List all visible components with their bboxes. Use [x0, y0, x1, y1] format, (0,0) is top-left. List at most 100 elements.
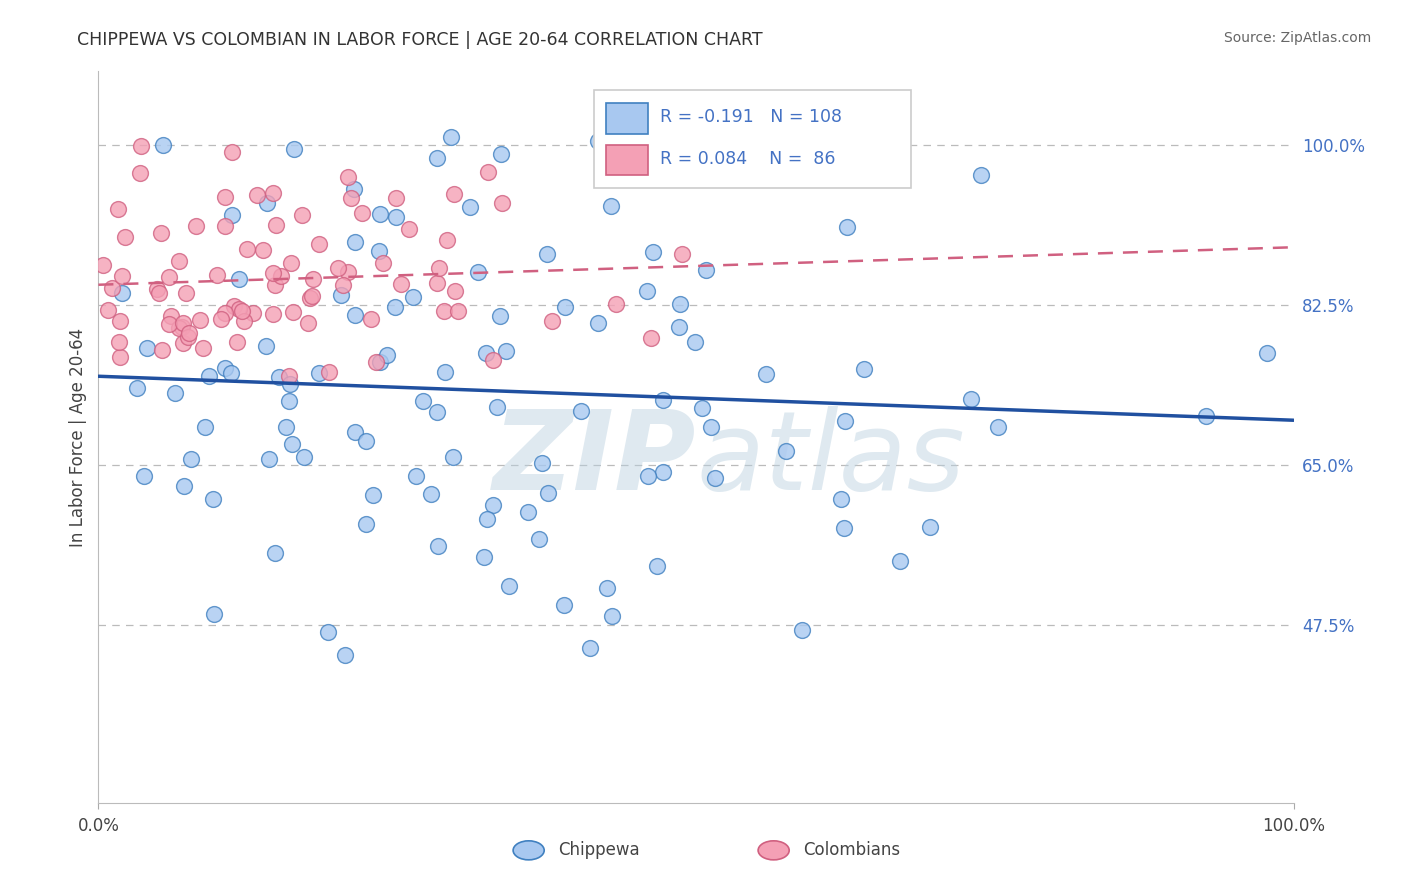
Point [405, 469, 427, 483]
Point [252, 243, 274, 257]
FancyBboxPatch shape [606, 145, 648, 175]
Point [188, 313, 211, 327]
Point [596, 582, 619, 596]
Point [426, 276, 449, 290]
Point [398, 221, 420, 235]
Point [281, 436, 304, 450]
Point [108, 314, 131, 328]
Point [129, 166, 152, 180]
Point [318, 366, 340, 380]
Point [145, 282, 167, 296]
Text: Colombians: Colombians [804, 841, 901, 859]
Point [262, 186, 284, 200]
Point [263, 546, 285, 560]
Point [149, 226, 172, 240]
Point [495, 344, 517, 359]
Point [640, 331, 662, 345]
Point [647, 558, 669, 573]
Point [214, 219, 236, 233]
Point [340, 191, 363, 205]
Point [214, 361, 236, 376]
Point [651, 392, 673, 407]
Point [242, 306, 264, 320]
Point [316, 624, 339, 639]
Point [172, 336, 194, 351]
Point [299, 291, 322, 305]
Point [755, 367, 778, 381]
Y-axis label: In Labor Force | Age 20-64: In Labor Force | Age 20-64 [69, 327, 87, 547]
Point [160, 310, 183, 324]
Point [165, 385, 187, 400]
Point [111, 268, 134, 283]
Point [579, 640, 602, 655]
Point [330, 288, 353, 302]
Point [426, 405, 449, 419]
Point [186, 219, 208, 234]
Point [889, 554, 911, 568]
Point [219, 366, 242, 380]
Point [278, 377, 301, 392]
FancyBboxPatch shape [595, 90, 911, 188]
Point [536, 246, 558, 260]
Point [337, 265, 360, 279]
Point [269, 369, 291, 384]
Text: Source: ZipAtlas.com: Source: ZipAtlas.com [1223, 31, 1371, 45]
Point [180, 451, 202, 466]
Point [830, 491, 852, 506]
Point [91, 258, 114, 272]
Point [832, 521, 855, 535]
Point [540, 314, 562, 328]
Point [588, 134, 610, 148]
Point [157, 318, 180, 332]
Point [354, 516, 377, 531]
Point [364, 355, 387, 369]
Point [668, 319, 690, 334]
Point [605, 297, 627, 311]
Point [101, 281, 124, 295]
Point [328, 261, 350, 276]
Point [447, 304, 470, 318]
Point [172, 320, 194, 334]
Point [107, 202, 129, 216]
Point [835, 220, 858, 235]
Point [356, 434, 378, 448]
Point [150, 343, 173, 358]
Point [371, 255, 394, 269]
Point [209, 312, 232, 326]
Point [333, 648, 356, 663]
Point [1256, 346, 1278, 360]
Point [669, 297, 692, 311]
Point [586, 317, 609, 331]
Point [262, 307, 284, 321]
Point [280, 256, 302, 270]
Point [427, 261, 450, 276]
Point [384, 191, 406, 205]
Point [685, 334, 707, 349]
Point [344, 425, 367, 439]
Point [436, 233, 458, 247]
Point [132, 468, 155, 483]
Point [283, 142, 305, 156]
Point [695, 262, 717, 277]
Point [482, 352, 505, 367]
Point [637, 469, 659, 483]
Point [228, 271, 250, 285]
Point [221, 145, 243, 159]
Point [224, 300, 246, 314]
Point [177, 330, 200, 344]
Point [375, 348, 398, 362]
Point [443, 186, 465, 201]
Point [475, 345, 498, 359]
Point [385, 211, 408, 225]
Point [221, 208, 243, 222]
Point [233, 313, 256, 327]
FancyBboxPatch shape [606, 103, 648, 134]
Point [167, 321, 190, 335]
Point [599, 199, 621, 213]
Point [107, 334, 129, 349]
Point [148, 286, 170, 301]
Point [853, 361, 876, 376]
Point [225, 335, 247, 350]
Point [254, 339, 277, 353]
Point [246, 188, 269, 202]
